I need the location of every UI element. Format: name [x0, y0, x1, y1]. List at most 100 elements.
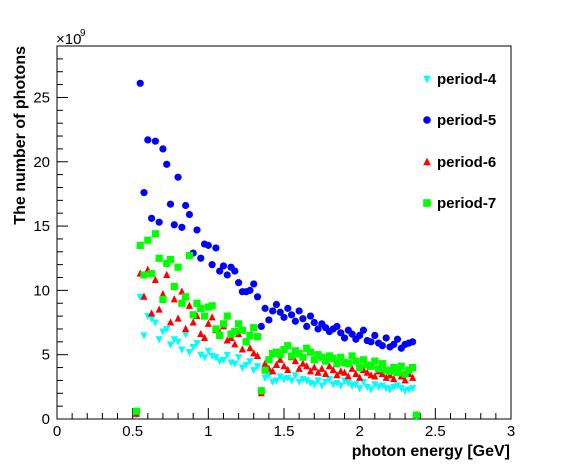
x-axis-ticks: 0 0.5 1 1.5 2 2.5 3	[53, 408, 515, 440]
data-point-period-7	[333, 360, 341, 368]
data-point-period-4	[204, 347, 212, 356]
data-point-period-4	[393, 382, 402, 390]
data-point-period-7	[208, 302, 216, 310]
y-tick-label: 5	[42, 347, 50, 364]
data-point-period-7	[219, 320, 228, 328]
data-point-period-4	[322, 378, 330, 386]
data-point-period-5	[216, 267, 224, 275]
data-point-period-4	[166, 341, 175, 349]
data-point-period-6	[269, 367, 277, 375]
data-point-period-5	[303, 322, 311, 330]
data-point-period-5	[193, 226, 201, 234]
y-axis-title: The number of photons	[12, 46, 29, 225]
y-tick-label: 10	[33, 282, 50, 299]
data-point-period-7	[159, 295, 167, 303]
data-point-period-5	[337, 329, 345, 337]
data-point-period-7	[318, 353, 326, 361]
data-point-period-6	[174, 314, 182, 322]
data-point-period-5	[208, 261, 216, 269]
data-point-period-5	[166, 200, 175, 208]
data-point-period-7	[314, 351, 322, 359]
data-point-period-4	[378, 382, 386, 390]
data-point-period-4	[386, 386, 394, 394]
data-point-period-4	[291, 372, 299, 380]
data-point-period-7	[250, 324, 258, 332]
series-period-7	[132, 230, 421, 419]
legend-marker	[423, 199, 431, 207]
data-point-period-7	[291, 347, 299, 355]
data-point-period-7	[340, 358, 349, 367]
x-tick-label: 0.5	[122, 423, 143, 440]
data-point-period-4	[246, 358, 254, 366]
data-point-period-4	[314, 377, 322, 385]
data-point-period-5	[333, 322, 341, 330]
series-layer	[132, 79, 421, 421]
data-point-period-7	[310, 356, 318, 364]
data-point-period-5	[231, 267, 239, 275]
data-point-period-6	[235, 329, 243, 338]
data-point-period-7	[155, 254, 163, 262]
data-point-period-7	[348, 352, 356, 360]
data-point-period-6	[182, 324, 190, 332]
data-point-period-7	[132, 407, 141, 415]
data-point-period-6	[340, 368, 349, 376]
y-axis-ticks: 0 5 10 15 20 25	[33, 45, 68, 428]
data-point-period-6	[200, 333, 209, 341]
data-point-period-6	[223, 336, 231, 344]
data-point-period-7	[200, 312, 209, 320]
data-point-period-7	[174, 263, 182, 271]
data-point-period-6	[352, 369, 360, 377]
data-point-period-4	[235, 354, 243, 362]
data-point-period-7	[303, 344, 311, 352]
data-point-period-4	[363, 383, 371, 392]
data-point-period-5	[340, 334, 349, 342]
data-point-period-4	[356, 385, 364, 393]
data-point-period-6	[325, 362, 333, 370]
data-point-period-7	[227, 330, 235, 338]
data-point-period-5	[348, 330, 356, 338]
data-point-period-4	[337, 382, 345, 390]
data-point-period-4	[242, 361, 250, 370]
data-point-period-5	[310, 318, 318, 327]
data-point-period-7	[257, 387, 265, 395]
data-point-period-5	[159, 145, 167, 153]
data-point-period-5	[174, 173, 182, 181]
data-point-period-7	[182, 293, 190, 301]
data-point-period-4	[284, 374, 292, 383]
data-point-period-5	[356, 331, 364, 339]
data-point-period-4	[159, 328, 167, 336]
data-point-period-7	[374, 365, 383, 373]
data-point-period-4	[182, 331, 190, 339]
data-point-period-4	[344, 379, 352, 388]
data-point-period-5	[253, 293, 262, 301]
data-point-period-6	[170, 295, 178, 303]
legend-label: period-7	[437, 195, 496, 212]
data-point-period-4	[295, 378, 303, 386]
data-point-period-7	[147, 270, 156, 278]
data-point-period-5	[265, 316, 273, 324]
data-point-period-6	[159, 290, 167, 298]
data-point-period-6	[322, 369, 330, 377]
data-point-period-5	[393, 335, 402, 343]
series-period-4	[132, 293, 421, 421]
data-point-period-7	[325, 352, 333, 360]
data-point-period-5	[219, 262, 228, 270]
data-point-period-7	[386, 367, 394, 376]
data-point-period-6	[382, 373, 390, 381]
data-point-period-5	[291, 317, 299, 325]
data-point-period-5	[359, 326, 368, 334]
data-point-period-7	[140, 271, 148, 279]
data-point-period-7	[378, 360, 386, 368]
data-point-period-4	[197, 351, 205, 359]
data-point-period-6	[253, 351, 262, 359]
x-tick-label: 0	[53, 423, 61, 440]
data-point-period-6	[303, 362, 311, 370]
data-point-period-6	[363, 368, 371, 376]
data-point-period-7	[367, 362, 375, 370]
data-point-period-4	[136, 293, 144, 302]
data-point-period-4	[272, 377, 281, 385]
data-point-period-7	[359, 356, 368, 364]
data-point-period-6	[401, 376, 409, 384]
data-point-period-4	[303, 377, 311, 385]
